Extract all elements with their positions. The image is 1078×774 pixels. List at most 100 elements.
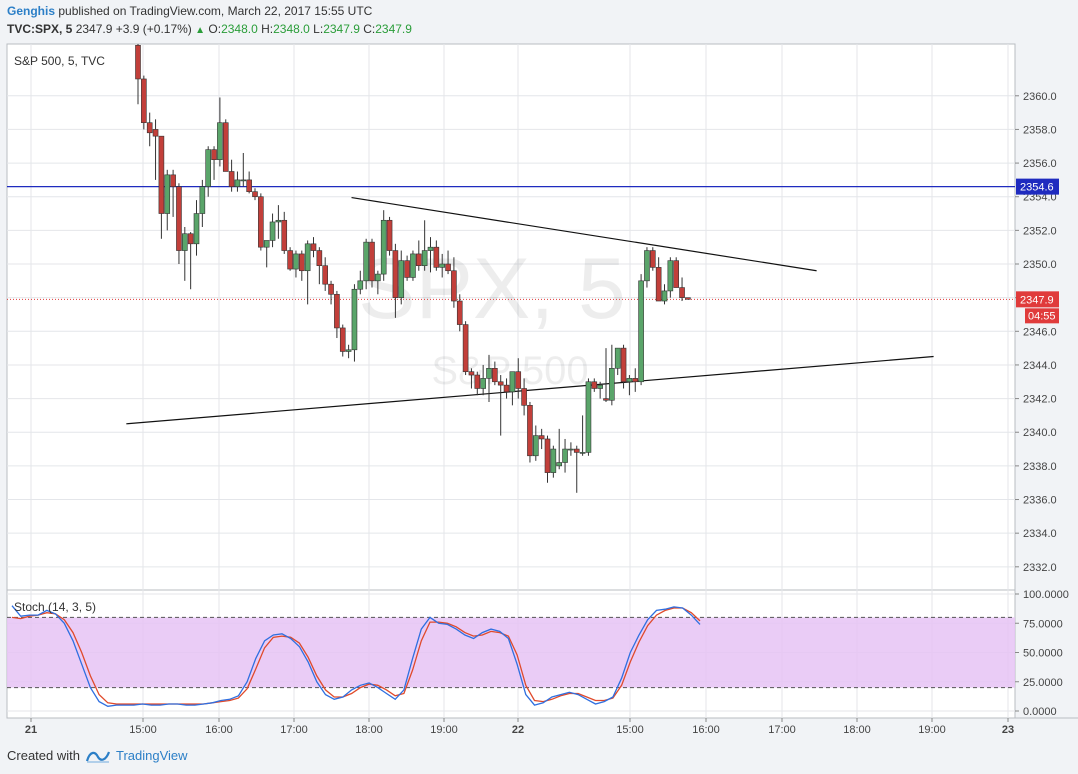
candle-body[interactable] bbox=[304, 243, 311, 272]
candle-body[interactable] bbox=[421, 250, 428, 266]
candle-body[interactable] bbox=[573, 448, 580, 453]
candle-body[interactable] bbox=[509, 371, 516, 393]
candle-body[interactable] bbox=[579, 452, 586, 454]
candle-body[interactable] bbox=[404, 260, 410, 278]
candle-body[interactable] bbox=[521, 388, 527, 406]
candle-body[interactable] bbox=[439, 263, 446, 268]
candle-body[interactable] bbox=[328, 283, 334, 295]
candle-body[interactable] bbox=[187, 233, 194, 245]
candle-body[interactable] bbox=[386, 219, 393, 251]
candle-body[interactable] bbox=[456, 300, 463, 325]
candle-body[interactable] bbox=[667, 260, 674, 292]
candle-body[interactable] bbox=[497, 381, 504, 386]
candle-body[interactable] bbox=[281, 219, 288, 251]
candle-body[interactable] bbox=[246, 179, 252, 192]
candle-body[interactable] bbox=[205, 149, 211, 187]
candle-body[interactable] bbox=[298, 253, 305, 272]
candle-body[interactable] bbox=[685, 297, 691, 300]
candle-body[interactable] bbox=[293, 253, 299, 270]
author-link[interactable]: Genghis bbox=[7, 4, 56, 18]
candle-body[interactable] bbox=[258, 196, 264, 248]
candle-body[interactable] bbox=[427, 246, 434, 251]
candle-body[interactable] bbox=[234, 179, 241, 187]
candle-body[interactable] bbox=[351, 288, 358, 351]
candle-body[interactable] bbox=[334, 293, 340, 329]
candle-body[interactable] bbox=[182, 233, 188, 251]
candle-body[interactable] bbox=[164, 174, 171, 214]
candle-body[interactable] bbox=[638, 280, 644, 383]
candle-body[interactable] bbox=[310, 243, 317, 251]
candle-body[interactable] bbox=[626, 378, 633, 383]
candle-body[interactable] bbox=[679, 287, 685, 298]
candle-body[interactable] bbox=[655, 267, 662, 302]
candle-body[interactable] bbox=[287, 250, 293, 270]
candle-body[interactable] bbox=[152, 129, 159, 137]
candle-body[interactable] bbox=[597, 384, 603, 389]
candle-body[interactable] bbox=[544, 438, 551, 473]
time-axis[interactable]: 21 15:00 16:00 17:00 18:00 19:00 22 15:00 16:00 1… bbox=[25, 718, 1014, 736]
candle-body[interactable] bbox=[415, 253, 422, 266]
candle-body[interactable] bbox=[527, 405, 533, 457]
candle-body[interactable] bbox=[275, 219, 282, 223]
candle-body[interactable] bbox=[158, 135, 165, 214]
candle-body[interactable] bbox=[322, 265, 329, 285]
candle-body[interactable] bbox=[363, 241, 369, 282]
candle-body[interactable] bbox=[170, 174, 176, 187]
candle-body[interactable] bbox=[532, 435, 539, 457]
candle-body[interactable] bbox=[503, 384, 510, 393]
candle-body[interactable] bbox=[649, 250, 656, 268]
candle-body[interactable] bbox=[451, 270, 457, 302]
candle-body[interactable] bbox=[222, 122, 229, 172]
candle-body[interactable] bbox=[556, 462, 563, 467]
candle-body[interactable] bbox=[410, 253, 416, 278]
price-axis[interactable]: 2360.02358.02356.02354.02352.02350.02348… bbox=[1015, 91, 1057, 574]
candle-body[interactable] bbox=[339, 327, 346, 352]
candle-body[interactable] bbox=[538, 435, 545, 440]
candle-body[interactable] bbox=[228, 171, 235, 187]
candle-body[interactable] bbox=[591, 381, 598, 389]
candle-body[interactable] bbox=[345, 349, 352, 352]
candle-body[interactable] bbox=[632, 378, 639, 383]
candle-body[interactable] bbox=[474, 374, 481, 389]
candle-body[interactable] bbox=[240, 179, 247, 182]
candle-body[interactable] bbox=[673, 260, 680, 288]
candle-body[interactable] bbox=[380, 219, 387, 275]
candle-body[interactable] bbox=[433, 246, 440, 268]
candle-body[interactable] bbox=[146, 122, 153, 134]
candle-body[interactable] bbox=[445, 263, 451, 272]
candle-body[interactable] bbox=[585, 381, 592, 453]
candle-body[interactable] bbox=[369, 241, 375, 282]
candle-body[interactable] bbox=[217, 122, 223, 161]
tradingview-link[interactable]: TradingView bbox=[115, 748, 188, 763]
candle-body[interactable] bbox=[603, 398, 609, 401]
candle-body[interactable] bbox=[135, 45, 141, 80]
candle-body[interactable] bbox=[620, 347, 627, 383]
candle-body[interactable] bbox=[644, 250, 650, 282]
candle-body[interactable] bbox=[562, 448, 568, 463]
candle-body[interactable] bbox=[661, 290, 668, 302]
candle-body[interactable] bbox=[193, 213, 200, 245]
candle-body[interactable] bbox=[486, 368, 492, 379]
candle-body[interactable] bbox=[614, 347, 621, 369]
candle-body[interactable] bbox=[316, 250, 323, 266]
candle-body[interactable] bbox=[263, 240, 270, 248]
candle-body[interactable] bbox=[199, 186, 206, 214]
candle-body[interactable] bbox=[392, 250, 399, 298]
candle-body[interactable] bbox=[492, 368, 498, 383]
candle-body[interactable] bbox=[252, 191, 258, 198]
candle-body[interactable] bbox=[398, 260, 405, 298]
candle-body[interactable] bbox=[375, 273, 381, 282]
candle-body[interactable] bbox=[211, 149, 217, 161]
candle-body[interactable] bbox=[141, 78, 147, 124]
candles-layer[interactable] bbox=[135, 44, 691, 493]
candle-body[interactable] bbox=[357, 280, 364, 290]
candle-body[interactable] bbox=[480, 378, 486, 389]
candle-body[interactable] bbox=[568, 448, 574, 451]
candle-body[interactable] bbox=[550, 448, 557, 473]
candle-body[interactable] bbox=[462, 324, 469, 372]
candle-body[interactable] bbox=[176, 186, 182, 251]
candle-body[interactable] bbox=[515, 371, 522, 389]
candle-body[interactable] bbox=[468, 371, 475, 376]
candle-body[interactable] bbox=[269, 221, 276, 241]
